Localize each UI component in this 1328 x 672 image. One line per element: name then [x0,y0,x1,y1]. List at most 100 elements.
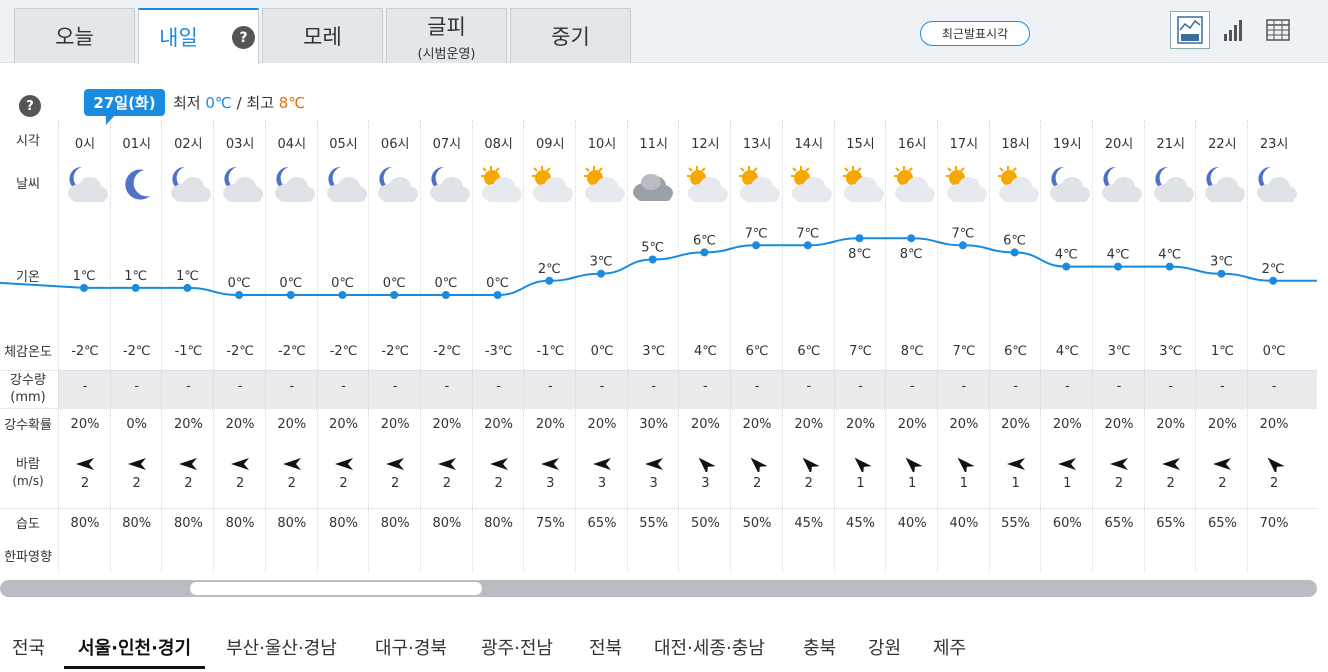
hour-column: 12시 4℃ - 20% 3 50% [678,120,730,572]
region-tab[interactable]: 광주·전남 [481,638,553,659]
tab-label: 오늘 [55,25,94,49]
temperature-point [131,283,140,292]
humidity-value: 65% [1156,516,1186,531]
temperature-point [1114,262,1122,271]
precipitation-value: - [496,379,501,394]
wind-cell: 2 [783,456,835,491]
help-icon[interactable]: ? [19,95,41,117]
temperature-point [493,291,502,299]
feels-like-value: 8℃ [900,344,924,359]
precipitation-value: - [858,379,863,394]
wind-cell: 2 [1093,456,1145,491]
hour-label: 18시 [1001,137,1030,152]
region-tab[interactable]: 부산·울산·경남 [226,638,337,659]
precipitation-value: - [599,379,605,394]
tab-day-after[interactable]: 모레 [262,8,383,63]
precipitation-value: - [237,379,243,394]
region-tab[interactable]: 강원 [868,638,902,659]
precip-probability-value: 20% [380,417,410,432]
wind-direction-icon [437,458,456,470]
region-tab[interactable]: 제주 [933,638,967,659]
tab-tomorrow[interactable]: 내일 ? [138,8,259,64]
precip-probability-value: 20% [70,417,100,432]
wind-cell: 2 [731,456,783,491]
feels-like-value: -2℃ [71,344,99,359]
hour-column: 11시 3℃ - 30% 3 55% [626,120,679,572]
wind-direction-icon [1110,458,1128,470]
humidity-value: 80% [329,516,358,531]
precip-probability-value: 20% [794,417,824,432]
precipitation-value: - [1013,379,1018,394]
table-view-button[interactable] [1258,11,1298,49]
feels-like-value: -2℃ [381,344,409,359]
tab-3-days[interactable]: 글피 (시범운영) [386,8,507,63]
humidity-value: 80% [122,516,152,531]
wind-cell: 2 [59,456,111,491]
humidity-value: 65% [1207,516,1237,531]
day-partly-cloudy-icon [739,166,781,202]
region-tab[interactable]: 대구·경북 [375,638,447,659]
bar-chart-view-button[interactable] [1214,11,1254,49]
hour-column: 15시 7℃ - 20% 1 45% [833,120,886,572]
recent-release-time-button[interactable]: 최근발표시각 [920,21,1030,46]
hour-column: 13시 6℃ - 20% 2 50% [730,120,782,572]
night-partly-cloudy-icon [326,166,367,202]
wind-speed-value: 2 [80,476,90,491]
humidity-value: 80% [70,516,100,531]
precip-probability-value: 20% [277,417,307,432]
hour-label: 09시 [536,137,565,152]
feels-like-value: 4℃ [1055,344,1079,359]
region-tab[interactable]: 대전·세종·충남 [654,638,765,659]
precipitation-value: - [1168,379,1174,394]
hour-column: 06시 -2℃ - 20% 2 80% [368,120,420,572]
wind-direction-icon [334,458,353,470]
feels-like-value: -1℃ [174,344,203,359]
tab-mid-term[interactable]: 중기 [510,8,631,63]
hour-column: 03시 -2℃ - 20% 2 80% [213,120,265,572]
hour-label: 16시 [897,137,927,152]
weather-cell [162,164,214,208]
temperature-label: 2℃ [538,262,561,277]
hour-label: 10시 [587,137,617,152]
temperature-point [80,283,88,292]
precipitation-value: - [341,379,346,394]
wind-speed-value: 3 [546,476,555,491]
wind-speed-value: 2 [752,476,762,491]
region-tab[interactable]: 서울·인천·경기 [64,634,206,669]
region-tab[interactable]: 충북 [803,638,837,659]
night-partly-cloudy-icon [274,166,315,202]
hour-label: 03시 [225,137,255,152]
region-tab[interactable]: 전국 [12,638,46,659]
wind-direction-icon [282,458,301,470]
precip-probability-value: 20% [742,417,772,432]
feels-like-value: 6℃ [1004,344,1028,359]
humidity-value: 45% [794,516,824,531]
hour-column: 07시 -2℃ - 20% 2 80% [419,120,472,572]
precip-probability-value: 20% [1156,417,1186,432]
temperature-point [286,291,295,299]
hour-label: 17시 [949,137,979,152]
help-icon[interactable]: ? [232,26,255,49]
hour-column: 18시 6℃ - 20% 1 55% [988,120,1041,572]
weather-cell [59,164,111,208]
temperature-point [907,234,916,243]
bar-chart-icon [1224,20,1242,41]
tab-today[interactable]: 오늘 [14,8,135,63]
temperature-point [1165,262,1174,271]
temperature-label: 0℃ [279,276,302,291]
day-partly-cloudy-icon [945,166,987,202]
humidity-value: 80% [432,516,462,531]
precipitation-value: - [186,379,191,394]
weather-cell [1093,164,1145,208]
min-max-temperature: 최저 0℃ / 최고 8℃ [173,92,305,113]
wind-speed-value: 1 [1063,476,1072,491]
scrollbar-thumb[interactable] [190,582,482,595]
hour-column: 22시 1℃ - 20% 2 65% [1195,120,1247,572]
hourly-forecast-grid[interactable]: 시각 날씨 기온 체감온도 강수량 (mm) 강수확률 바람 (m/s) 습도 … [0,120,1317,572]
region-tab[interactable]: 전북 [589,638,623,659]
line-graph-view-button[interactable] [1170,11,1210,49]
wind-speed-value: 1 [856,476,865,491]
row-label-unit: (mm) [10,390,46,405]
horizontal-scrollbar[interactable] [0,580,1317,597]
precipitation-value: - [1220,379,1225,394]
